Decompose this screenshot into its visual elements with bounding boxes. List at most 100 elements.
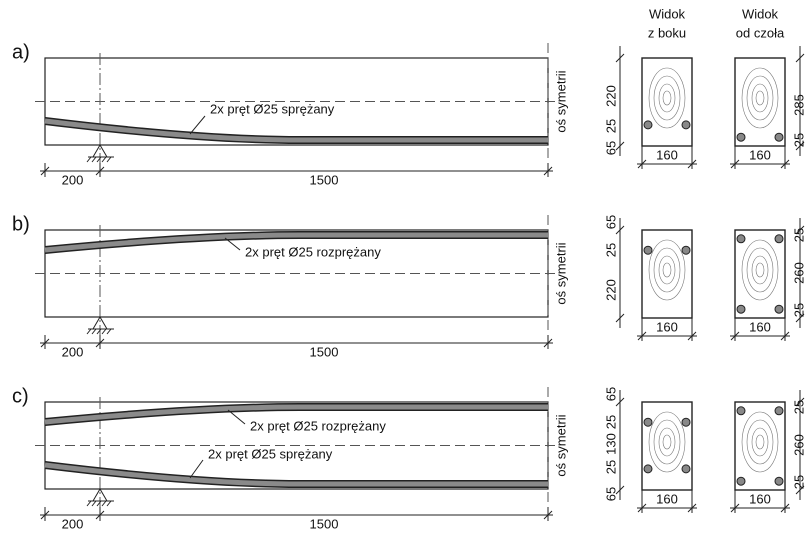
line: [86, 156, 92, 163]
dimension: 160: [656, 491, 678, 506]
line: [96, 156, 102, 163]
line: [96, 328, 102, 335]
wood-grain: [662, 90, 672, 106]
header: z boku: [648, 25, 686, 40]
tendon: [44, 118, 548, 143]
line: [106, 328, 112, 335]
wood-grain: [658, 255, 676, 285]
line: [86, 500, 92, 507]
line: [615, 53, 625, 63]
line: [795, 53, 805, 63]
support: [88, 316, 114, 330]
wood-grain: [658, 427, 676, 457]
line: [189, 459, 204, 479]
dimension: 220: [603, 279, 618, 301]
wood-grain: [741, 411, 779, 473]
line: [96, 500, 102, 507]
dimension: 200: [62, 172, 84, 187]
section: [641, 229, 693, 319]
dimension: 25: [791, 400, 806, 414]
dimension: 200: [62, 344, 84, 359]
tendon: [44, 232, 548, 253]
support: [88, 144, 114, 158]
wood-grain: [653, 419, 681, 465]
line: [106, 156, 112, 163]
rebar: [643, 245, 653, 255]
tendon: [44, 404, 548, 425]
line: [795, 225, 805, 235]
line: [615, 313, 625, 323]
rebar: [643, 120, 653, 130]
line: [106, 500, 112, 507]
header: od czoła: [736, 25, 785, 40]
dimension: 285: [791, 94, 806, 116]
section: [641, 401, 693, 491]
rebar: [681, 464, 691, 474]
wood-grain: [746, 419, 774, 465]
rebar: [774, 132, 784, 142]
dimension: 25: [603, 415, 618, 429]
tendon-label: 2x pręt Ø25 sprężany: [208, 446, 333, 461]
wood-grain: [658, 83, 676, 113]
line: [615, 141, 625, 151]
wood-grain: [751, 83, 769, 113]
rebar: [736, 406, 746, 416]
line: [615, 225, 625, 235]
header: Widok: [649, 6, 686, 21]
wood-grain: [741, 239, 779, 301]
panel-label: c): [12, 385, 29, 407]
line: [91, 156, 97, 163]
line: [101, 156, 107, 163]
line: [189, 115, 206, 135]
line: [795, 397, 805, 407]
tendon-label: 2x pręt Ø25 sprężany: [210, 101, 335, 116]
wood-grain: [751, 427, 769, 457]
wood-grain: [746, 247, 774, 293]
dimension: 25: [791, 228, 806, 242]
dimension: 160: [749, 319, 771, 334]
wood-grain: [648, 239, 686, 301]
wood-grain: [662, 262, 672, 278]
dimension: 160: [656, 147, 678, 162]
dimension: 65: [603, 487, 618, 501]
rebar: [681, 417, 691, 427]
rebar: [736, 132, 746, 142]
line: [224, 237, 241, 251]
line: [101, 328, 107, 335]
dimension: 25: [603, 243, 618, 257]
dimension: 1500: [310, 516, 339, 531]
wood-grain: [648, 411, 686, 473]
dimension: 260: [791, 262, 806, 284]
tendon-label: 2x pręt Ø25 rozprężany: [250, 418, 386, 433]
tendon-label: 2x pręt Ø25 rozprężany: [245, 244, 381, 259]
wood-grain: [755, 434, 765, 450]
section: [734, 57, 786, 147]
dimension: 130: [603, 433, 618, 455]
wood-grain: [755, 90, 765, 106]
line: [101, 500, 107, 507]
header: Widok: [742, 6, 779, 21]
wood-grain: [653, 247, 681, 293]
line: [91, 500, 97, 507]
wood-grain: [662, 434, 672, 450]
symmetry-label: oś symetrii: [553, 242, 568, 304]
dimension: 25: [603, 119, 618, 133]
dimension: 260: [791, 434, 806, 456]
rebar: [681, 245, 691, 255]
line: [615, 397, 625, 407]
wood-grain: [751, 255, 769, 285]
dimension: 65: [603, 215, 618, 229]
wood-grain: [741, 67, 779, 129]
rebar: [736, 304, 746, 314]
line: [86, 328, 92, 335]
wood-grain: [648, 67, 686, 129]
support: [88, 488, 114, 502]
section: [734, 401, 786, 491]
rebar: [774, 234, 784, 244]
wood-grain: [755, 262, 765, 278]
line: [227, 409, 246, 425]
panel-label: b): [12, 213, 30, 235]
line: [91, 328, 97, 335]
line: [795, 141, 805, 151]
dimension: 25: [791, 133, 806, 147]
